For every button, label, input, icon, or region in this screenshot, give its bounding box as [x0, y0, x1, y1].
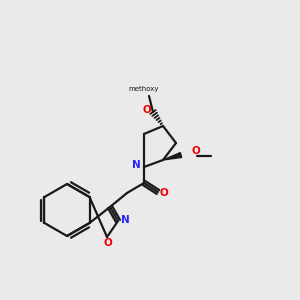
Text: methoxy: methoxy — [129, 86, 159, 92]
Text: O: O — [142, 105, 152, 115]
Polygon shape — [163, 153, 182, 160]
Text: N: N — [132, 160, 140, 170]
Text: O: O — [160, 188, 168, 198]
Text: O: O — [192, 146, 200, 156]
Text: N: N — [121, 215, 129, 225]
Text: O: O — [103, 238, 112, 248]
